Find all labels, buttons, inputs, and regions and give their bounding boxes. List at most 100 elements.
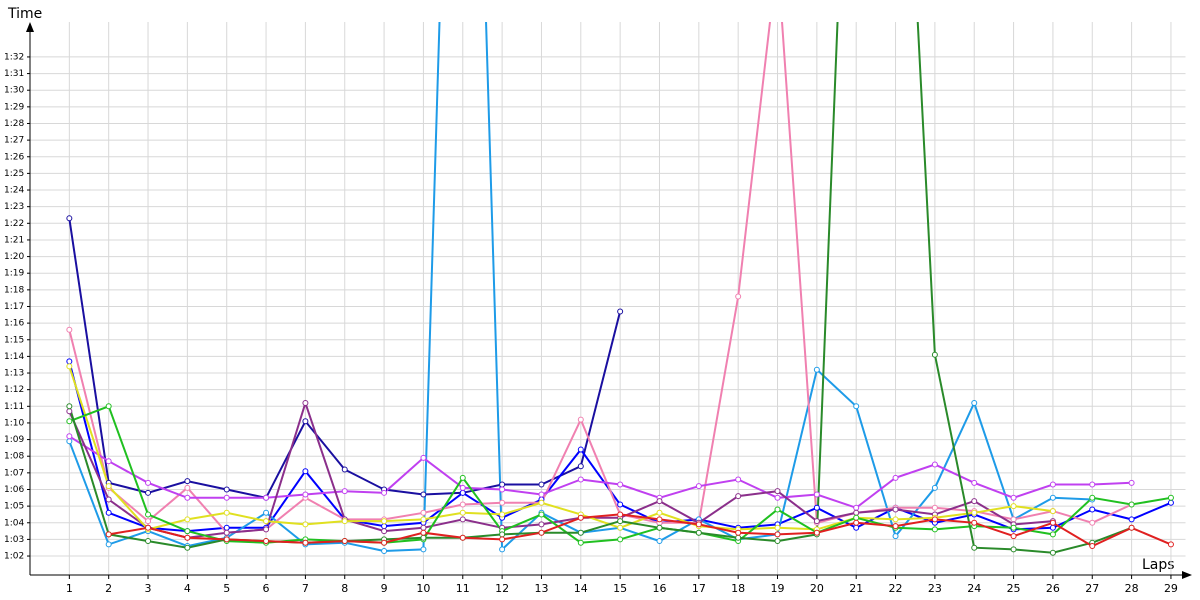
lap-point (420, 454, 427, 461)
lap-point (735, 293, 742, 300)
lap-point (1049, 531, 1056, 538)
lap-point (302, 539, 309, 546)
x-tick-label: 3 (145, 582, 152, 595)
lap-point (971, 479, 978, 486)
lap-point (66, 408, 73, 415)
x-tick-label: 10 (416, 582, 430, 595)
lap-point (1089, 506, 1096, 513)
lap-point (1010, 503, 1017, 510)
lap-point (105, 458, 112, 465)
lap-point (695, 483, 702, 490)
y-tick-label: 1:05 (4, 502, 24, 512)
lap-point (853, 509, 860, 516)
lap-point (499, 486, 506, 493)
lap-point (184, 544, 191, 551)
lap-point (1049, 508, 1056, 515)
y-tick-label: 1:28 (4, 119, 24, 129)
lap-point (105, 496, 112, 503)
series-line (108, 513, 1172, 548)
lap-point (735, 534, 742, 541)
x-tick-label: 27 (1085, 582, 1099, 595)
lap-point (223, 529, 230, 536)
lap-point (931, 516, 938, 523)
lap-point (66, 438, 73, 445)
lap-point (184, 516, 191, 523)
lap-point (302, 468, 309, 475)
lap-point (381, 528, 388, 535)
y-tick-label: 1:08 (4, 452, 24, 462)
lap-point (813, 529, 820, 536)
lap-point (105, 403, 112, 410)
lap-point (381, 523, 388, 530)
lap-point (931, 351, 938, 358)
lap-point (263, 509, 270, 516)
lap-point (420, 534, 427, 541)
lap-point (774, 538, 781, 545)
lap-point (617, 481, 624, 488)
lap-point (381, 518, 388, 525)
lap-point (420, 524, 427, 531)
lap-point (892, 516, 899, 523)
lap-point (341, 466, 348, 473)
x-tick-label: 4 (184, 582, 191, 595)
lap-point (263, 518, 270, 525)
lap-point (892, 474, 899, 481)
lap-point (223, 486, 230, 493)
lap-point (695, 521, 702, 528)
lap-point (223, 509, 230, 516)
lap-point (971, 544, 978, 551)
lap-point (931, 484, 938, 491)
lap-point (577, 446, 584, 453)
x-tick-label: 20 (810, 582, 824, 595)
lap-point (145, 511, 152, 518)
series-line (68, 435, 1132, 509)
lap-point (617, 308, 624, 315)
y-tick-label: 1:20 (4, 252, 24, 262)
y-tick-label: 1:27 (4, 136, 24, 146)
y-tick-label: 1:30 (4, 86, 24, 96)
y-tick-label: 1:24 (4, 186, 24, 196)
x-tick-label: 23 (928, 582, 942, 595)
lap-point (66, 215, 73, 222)
lap-point (774, 506, 781, 513)
y-tick-label: 1:21 (4, 235, 24, 245)
lap-point (577, 463, 584, 470)
y-tick-label: 1:22 (4, 219, 24, 229)
series-line (68, 399, 1053, 539)
x-tick-label: 19 (771, 582, 785, 595)
lap-point (971, 498, 978, 505)
grid (30, 22, 1186, 575)
lap-point (263, 526, 270, 533)
lap-point (263, 494, 270, 501)
lap-point (735, 476, 742, 483)
y-tick-label: 1:29 (4, 102, 24, 112)
lap-point (577, 539, 584, 546)
lap-point (853, 519, 860, 526)
lap-point (1049, 524, 1056, 531)
lap-point (931, 526, 938, 533)
x-tick-label: 28 (1125, 582, 1139, 595)
x-tick-label: 6 (263, 582, 270, 595)
lap-point (420, 491, 427, 498)
series-line (68, 22, 1132, 554)
lap-point (1167, 541, 1174, 548)
lap-point (1128, 524, 1135, 531)
lap-point (381, 489, 388, 496)
lap-point (263, 538, 270, 545)
lap-point (774, 531, 781, 538)
lap-point (1128, 479, 1135, 486)
lap-point (145, 518, 152, 525)
lap-point (223, 524, 230, 531)
lap-point (538, 529, 545, 536)
lap-point (66, 358, 73, 365)
x-tick-label: 29 (1164, 582, 1178, 595)
y-tick-label: 1:25 (4, 169, 24, 179)
y-tick-label: 1:15 (4, 335, 24, 345)
lap-point (302, 491, 309, 498)
lap-point (656, 516, 663, 523)
lap-point (656, 509, 663, 516)
y-tick-label: 1:32 (4, 52, 24, 62)
x-tick-label: 5 (223, 582, 230, 595)
